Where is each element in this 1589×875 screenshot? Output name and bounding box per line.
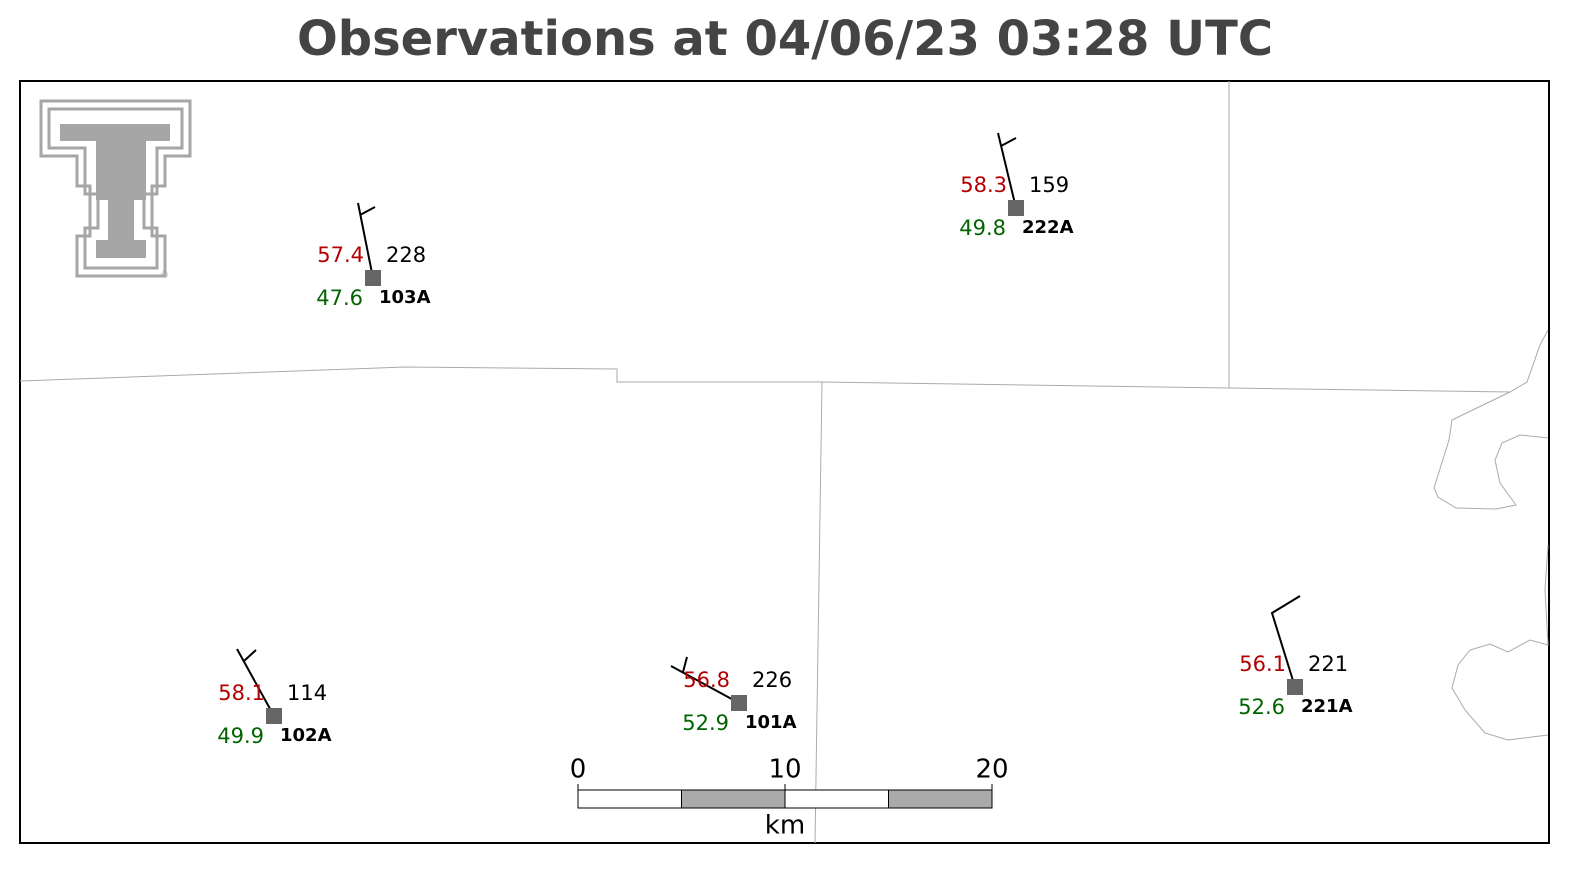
temperature: 56.1	[1239, 652, 1286, 676]
wind-barb	[670, 656, 740, 704]
scale-label: 10	[768, 755, 801, 785]
station-id: 221A	[1301, 696, 1353, 717]
station-marker	[1287, 679, 1303, 695]
dewpoint: 52.9	[682, 711, 729, 735]
station-id: 222A	[1022, 217, 1074, 238]
county-borders	[19, 81, 1549, 844]
pressure-value: 226	[752, 668, 792, 692]
station-id: 101A	[745, 712, 797, 733]
dewpoint: 47.6	[316, 286, 363, 310]
svg-text:®: ®	[160, 271, 169, 281]
scale-segment	[888, 789, 993, 809]
scale-segment	[577, 789, 682, 809]
pressure-value: 159	[1029, 173, 1069, 197]
temperature: 58.3	[960, 173, 1007, 197]
wind-barb	[236, 648, 275, 717]
wind-barb	[357, 202, 376, 279]
scale-segment	[784, 789, 889, 809]
pressure-value: 114	[287, 681, 327, 705]
stations: 57.4 228 47.6 103A 58.3 159 49.8 222A 58.1 114 49.…	[217, 173, 1352, 748]
border	[814, 381, 823, 844]
coastline	[1433, 329, 1549, 510]
pressure-value: 221	[1308, 652, 1348, 676]
dewpoint: 49.8	[959, 216, 1006, 240]
temperature: 58.1	[218, 681, 265, 705]
wind-barb	[1270, 595, 1301, 688]
scale-unit: km	[765, 811, 805, 841]
temperature: 56.8	[683, 668, 730, 692]
scale-segment	[681, 789, 786, 809]
scale-label: 20	[975, 755, 1008, 785]
temperature: 57.4	[317, 243, 364, 267]
dewpoint: 49.9	[217, 724, 264, 748]
station-marker	[731, 695, 747, 711]
wind-barb	[997, 132, 1017, 209]
station-marker	[266, 708, 282, 724]
pressure-value: 228	[386, 243, 426, 267]
scale-label: 0	[570, 755, 587, 785]
station-id: 103A	[379, 287, 431, 308]
scale-bar: 0 10 20 km	[570, 755, 1009, 841]
dewpoint: 52.6	[1238, 695, 1285, 719]
coastline	[1451, 544, 1549, 741]
logo: ®	[39, 99, 192, 281]
station-marker	[1008, 200, 1024, 216]
station-id: 102A	[280, 725, 332, 746]
map-title: Observations at 04/06/23 03:28 UTC	[297, 11, 1273, 67]
wind-barbs	[236, 132, 1301, 717]
station-marker	[365, 270, 381, 286]
